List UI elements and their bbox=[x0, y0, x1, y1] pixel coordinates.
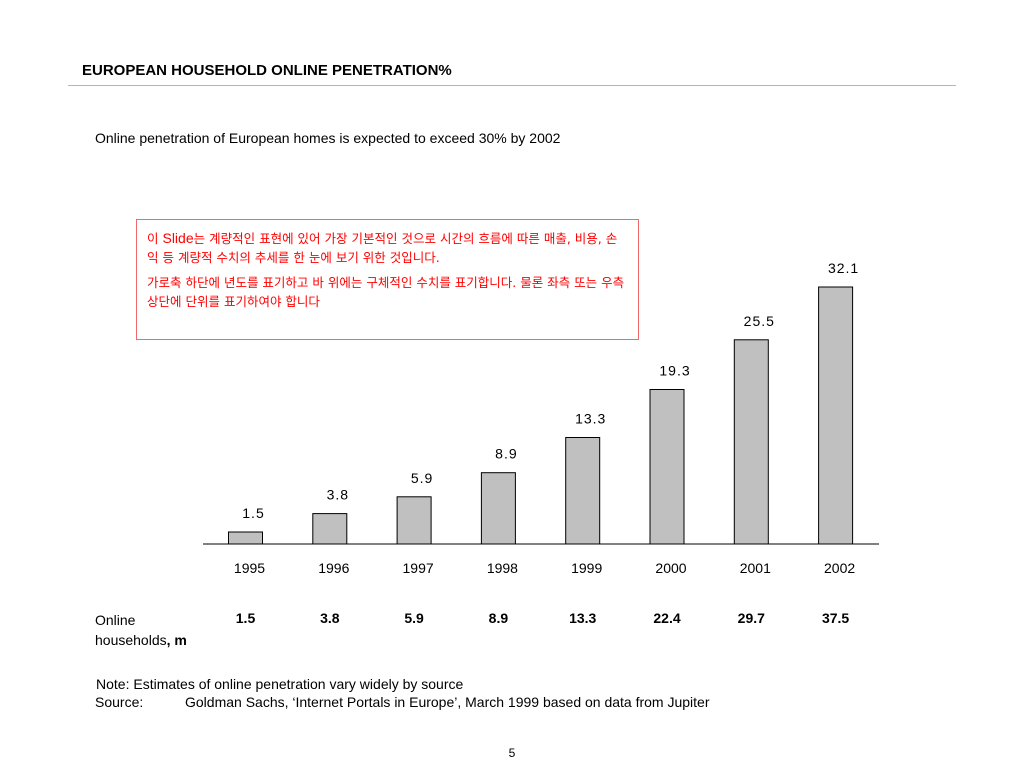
households-label-online: Online bbox=[95, 612, 136, 628]
households-label-unit: , m bbox=[166, 632, 187, 648]
households-value-1999: 13.3 bbox=[569, 610, 597, 626]
bar-1997 bbox=[396, 496, 432, 545]
households-value-1995: 1.5 bbox=[235, 610, 256, 626]
bar-value-label-1996: 3.8 bbox=[327, 487, 349, 503]
bar-1995 bbox=[228, 531, 263, 545]
x-tick-label-2001: 2001 bbox=[740, 560, 771, 576]
bar-2002 bbox=[818, 286, 854, 545]
annotation-prefix: 이 bbox=[147, 231, 163, 246]
households-value-2000: 22.4 bbox=[653, 610, 681, 626]
source-line: Source: Goldman Sachs, ‘Internet Portals … bbox=[95, 694, 710, 710]
households-row-label: Online households, m bbox=[95, 610, 187, 650]
bar-value-label-1999: 13.3 bbox=[575, 411, 606, 427]
slide-subtitle: Online penetration of European homes is … bbox=[95, 130, 561, 146]
page-number: 5 bbox=[508, 746, 516, 760]
households-value-2001: 29.7 bbox=[737, 610, 765, 626]
households-value-1998: 8.9 bbox=[488, 610, 509, 626]
bar-1999 bbox=[565, 437, 601, 545]
households-label-households: households bbox=[95, 632, 167, 648]
annotation-paragraph-2: 가로축 하단에 년도를 표기하고 바 위에는 구체적인 수치를 표기합니다. 물… bbox=[147, 275, 625, 309]
x-tick-label-1999: 1999 bbox=[571, 560, 602, 576]
x-tick-label-2000: 2000 bbox=[655, 560, 686, 576]
bar-1998 bbox=[480, 472, 516, 545]
households-value-1997: 5.9 bbox=[404, 610, 424, 626]
bar-value-label-1995: 1.5 bbox=[242, 505, 264, 521]
footnote: Note: Estimates of online penetration va… bbox=[96, 676, 464, 692]
bar-2001 bbox=[733, 339, 769, 545]
bar-value-label-1998: 8.9 bbox=[495, 446, 517, 462]
annotation-slide-word: Slide bbox=[162, 230, 194, 246]
x-tick-label-1995: 1995 bbox=[234, 560, 265, 576]
bar-value-label-1997: 5.9 bbox=[411, 470, 433, 486]
x-tick-label-1997: 1997 bbox=[403, 560, 434, 576]
households-value-2002: 37.5 bbox=[821, 610, 850, 626]
annotation-rest: 는 계량적인 표현에 있어 가장 기본적인 것으로 시간의 흐름에 따른 매출,… bbox=[147, 231, 618, 265]
bar-2000 bbox=[649, 389, 685, 545]
bar-value-label-2002: 32.1 bbox=[828, 260, 859, 276]
bar-value-label-2000: 19.3 bbox=[659, 363, 690, 379]
bar-1996 bbox=[312, 513, 348, 545]
slide-title: EUROPEAN HOUSEHOLD ONLINE PENETRATION% bbox=[82, 62, 452, 79]
x-tick-label-1998: 1998 bbox=[487, 560, 518, 576]
annotation-box: 이 Slide는 계량적인 표현에 있어 가장 기본적인 것으로 시간의 흐름에… bbox=[136, 219, 639, 340]
bar-value-label-2001: 25.5 bbox=[744, 313, 775, 329]
x-tick-label-1996: 1996 bbox=[318, 560, 349, 576]
annotation-paragraph-1: 이 Slide는 계량적인 표현에 있어 가장 기본적인 것으로 시간의 흐름에… bbox=[147, 229, 628, 267]
x-tick-label-2002: 2002 bbox=[824, 560, 855, 576]
source-label: Source: bbox=[95, 694, 144, 710]
households-value-1996: 3.8 bbox=[320, 610, 340, 626]
title-divider bbox=[68, 85, 956, 86]
source-text: Goldman Sachs, ‘Internet Portals in Euro… bbox=[185, 694, 710, 710]
